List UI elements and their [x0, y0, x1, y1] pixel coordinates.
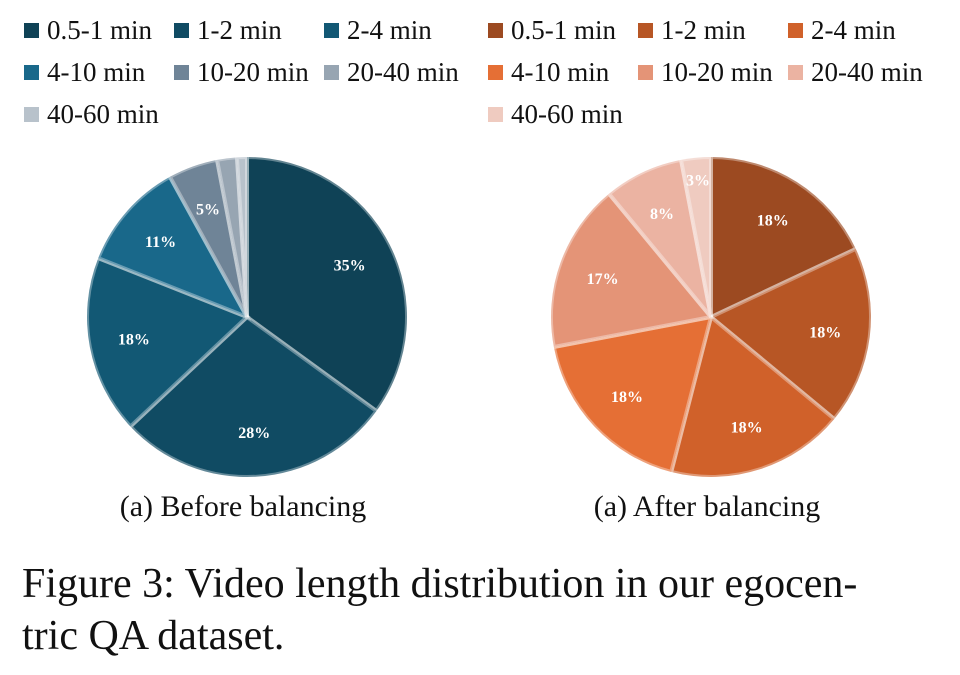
after-legend-label: 2-4 min [811, 14, 896, 45]
before-pie-slice [95, 174, 252, 321]
after-legend-label: 40-60 min [511, 98, 623, 129]
after-legend-swatch [788, 22, 803, 38]
after-legend-item: 2-4 min [788, 14, 938, 46]
after-legend-swatch [638, 22, 653, 38]
before-slice-label: 1% [230, 142, 254, 157]
before-pie-slice [85, 255, 251, 430]
after-pie-slice [707, 246, 873, 422]
after-legend-swatch [488, 22, 503, 38]
after-slice-label: 8% [650, 206, 674, 223]
after-slice-label: 18% [809, 324, 841, 341]
pie-chart-after: 18% 18% 18% 18% 17% 8% 3% [549, 154, 873, 479]
after-pie-slice [709, 154, 859, 321]
before-pie-slice [127, 314, 380, 479]
before-legend-label: 40-60 min [47, 98, 159, 129]
before-legend-swatch [24, 22, 39, 38]
after-legend-swatch [488, 106, 503, 122]
before-legend-swatch [174, 64, 189, 80]
after-legend-label: 1-2 min [661, 14, 746, 45]
before-slice-label: 35% [334, 258, 366, 275]
after-legend-swatch [788, 64, 803, 80]
after-legend-item: 10-20 min [638, 56, 788, 88]
before-legend-swatch [324, 22, 339, 38]
after-slice-label: 3% [686, 173, 710, 190]
after-pie-slice [606, 157, 713, 319]
before-legend-label: 2-4 min [347, 14, 432, 45]
before-legend-label: 10-20 min [197, 56, 309, 87]
after-legend-label: 10-20 min [661, 56, 773, 87]
before-legend-label: 0.5-1 min [47, 14, 152, 45]
before-legend-swatch [24, 106, 39, 122]
after-legend-item: 20-40 min [788, 56, 938, 88]
before-legend-item: 4-10 min [24, 56, 174, 88]
before-slice-label: 11% [145, 234, 176, 251]
before-slice-label: 28% [238, 425, 270, 442]
after-slice-label: 18% [757, 213, 789, 230]
before-legend-item: 20-40 min [324, 56, 474, 88]
before-slice-label: 2% [214, 142, 238, 158]
before-legend-item: 40-60 min [24, 98, 174, 130]
before-pie-slice [214, 155, 249, 318]
after-legend-label: 20-40 min [811, 56, 923, 87]
before-pie-slice [167, 157, 249, 318]
after-pie-slice [549, 190, 715, 350]
after-pie-slice [678, 154, 713, 318]
after-legend-swatch [488, 64, 503, 80]
after-slice-label: 18% [731, 420, 763, 437]
before-legend-swatch [174, 22, 189, 38]
after-pie-slice [551, 314, 714, 475]
after-slice-label: 17% [587, 271, 619, 288]
subcaption-before: (a) Before balancing [119, 490, 367, 523]
after-legend-item: 0.5-1 min [488, 14, 638, 46]
after-legend-swatch [638, 64, 653, 80]
before-legend-swatch [24, 64, 39, 80]
before-legend-swatch [324, 64, 339, 80]
before-slice-label: 18% [118, 332, 150, 349]
after-legend-label: 0.5-1 min [511, 14, 616, 45]
before-legend-label: 4-10 min [47, 56, 146, 87]
legend-before: 0.5-1 min 1-2 min 2-4 min 4-10 min 10-20 min… [24, 14, 474, 130]
before-legend-item: 10-20 min [174, 56, 324, 88]
figure-caption: Figure 3: Video length distribution in o… [22, 561, 858, 659]
before-pie-slice [234, 154, 249, 318]
after-legend-item: 4-10 min [488, 56, 638, 88]
before-legend-item: 0.5-1 min [24, 14, 174, 46]
before-legend-label: 1-2 min [197, 14, 282, 45]
subcaption-after: (a) After balancing [593, 490, 821, 523]
after-legend-item: 1-2 min [638, 14, 788, 46]
legend-after: 0.5-1 min 1-2 min 2-4 min 4-10 min 10-20 min… [488, 14, 938, 130]
before-legend-item: 1-2 min [174, 14, 324, 46]
before-legend-label: 20-40 min [347, 56, 459, 87]
pie-chart-before: 35% 28% 18% 11% 5% 2%1% [85, 142, 409, 479]
after-legend-label: 4-10 min [511, 56, 610, 87]
before-legend-item: 2-4 min [324, 14, 474, 46]
after-pie-slice [668, 313, 838, 479]
before-pie-slice [245, 154, 409, 414]
after-slice-label: 18% [611, 389, 643, 406]
after-legend-item: 40-60 min [488, 98, 638, 130]
before-slice-label: 5% [196, 202, 220, 219]
